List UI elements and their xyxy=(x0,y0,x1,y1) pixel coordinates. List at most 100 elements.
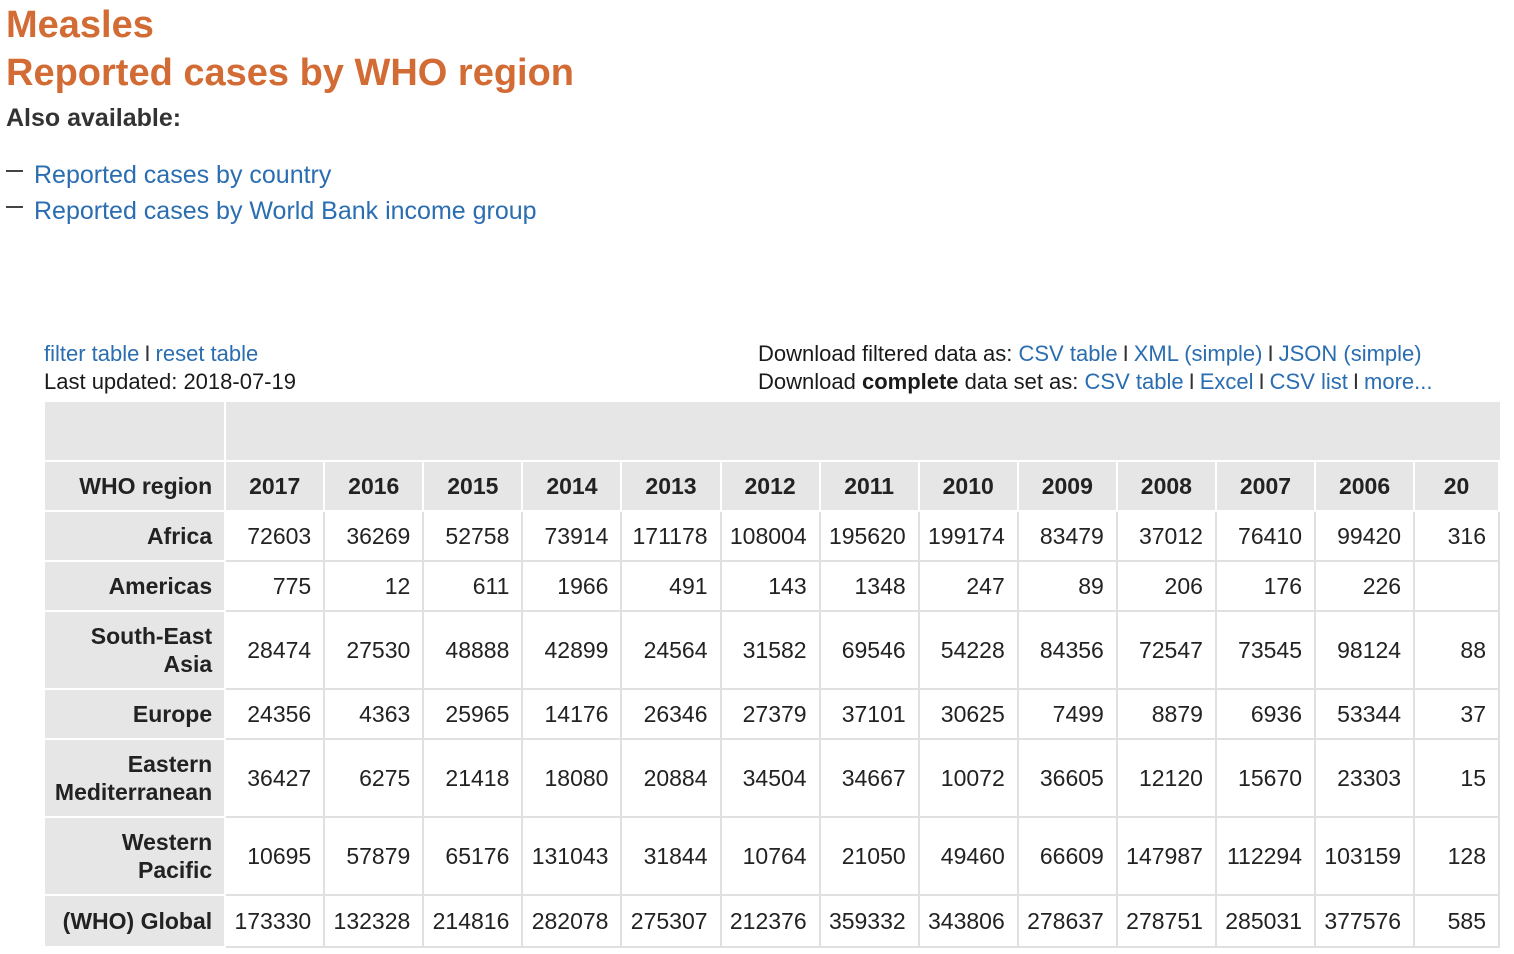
table-cell: 72603 xyxy=(226,512,326,562)
column-header-who-region[interactable]: WHO region xyxy=(45,462,227,512)
table-cell: 14176 xyxy=(523,690,623,740)
row-header-region: Americas xyxy=(45,562,227,612)
column-header-year[interactable]: 2015 xyxy=(424,462,524,512)
separator: I xyxy=(1267,341,1274,366)
reset-table-link[interactable]: reset table xyxy=(155,341,259,366)
table-cell: 76410 xyxy=(1216,512,1316,562)
table-cell: 15 xyxy=(1415,740,1500,818)
row-header-region: Eastern Mediterranean xyxy=(45,740,227,818)
filtered-xml-link[interactable]: XML (simple) xyxy=(1133,341,1263,366)
table-cell: 83479 xyxy=(1018,512,1118,562)
table-band-fill xyxy=(226,402,1500,462)
table-cell: 73914 xyxy=(523,512,623,562)
filter-table-link[interactable]: filter table xyxy=(44,341,140,366)
table-cell: 25965 xyxy=(424,690,524,740)
column-header-year[interactable]: 2006 xyxy=(1316,462,1416,512)
table-header-row: WHO region 2017 2016 2015 2014 2013 2012 2011 20… xyxy=(45,462,1500,512)
table-cell: 611 xyxy=(424,562,524,612)
table-cell: 226 xyxy=(1316,562,1416,612)
link-cases-by-income-group[interactable]: Reported cases by World Bank income grou… xyxy=(34,197,537,225)
download-filtered-label: Download filtered data as: xyxy=(758,341,1013,366)
table-row: Western Pacific 10695 57879 65176 131043 3184… xyxy=(45,818,1500,896)
table-cell: 206 xyxy=(1117,562,1217,612)
table-row: Americas 775 12 611 1966 491 143 1348 247 89 206 17… xyxy=(45,562,1500,612)
table-cell: 73545 xyxy=(1216,612,1316,690)
table-cell: 15670 xyxy=(1216,740,1316,818)
column-header-year[interactable]: 2011 xyxy=(820,462,920,512)
download-complete-prefix: Download xyxy=(758,369,862,394)
table-cell: 36269 xyxy=(325,512,425,562)
table-cell: 37101 xyxy=(820,690,920,740)
table-cell: 176 xyxy=(1216,562,1316,612)
table-cell: 132328 xyxy=(325,896,425,948)
table-cell: 54228 xyxy=(919,612,1019,690)
table-cell: 31582 xyxy=(721,612,821,690)
table-cell: 10072 xyxy=(919,740,1019,818)
table-cell: 36605 xyxy=(1018,740,1118,818)
table-cell: 343806 xyxy=(919,896,1019,948)
filtered-json-link[interactable]: JSON (simple) xyxy=(1278,341,1422,366)
table-cell: 20884 xyxy=(622,740,722,818)
table-cell: 21050 xyxy=(820,818,920,896)
table-cell: 4363 xyxy=(325,690,425,740)
separator: I xyxy=(144,341,151,366)
table-cell: 7499 xyxy=(1018,690,1118,740)
separator: I xyxy=(1258,369,1265,394)
table-cell: 27530 xyxy=(325,612,425,690)
column-header-year[interactable]: 2012 xyxy=(721,462,821,512)
column-header-year[interactable]: 2008 xyxy=(1117,462,1217,512)
table-cell: 10764 xyxy=(721,818,821,896)
table-row: (WHO) Global 173330 132328 214816 282078 2753… xyxy=(45,896,1500,948)
table-cell: 37012 xyxy=(1117,512,1217,562)
column-header-year[interactable]: 2016 xyxy=(325,462,425,512)
table-cell: 66609 xyxy=(1018,818,1118,896)
table-cell: 24356 xyxy=(226,690,326,740)
table-cell: 57879 xyxy=(325,818,425,896)
column-header-year[interactable]: 2007 xyxy=(1216,462,1316,512)
table-cell: 21418 xyxy=(424,740,524,818)
page-title: Measles xyxy=(6,4,154,46)
table-cell: 28474 xyxy=(226,612,326,690)
table-cell: 65176 xyxy=(424,818,524,896)
table-cell: 282078 xyxy=(523,896,623,948)
column-header-year[interactable]: 2017 xyxy=(226,462,326,512)
complete-excel-link[interactable]: Excel xyxy=(1199,369,1254,394)
column-header-year[interactable]: 2009 xyxy=(1018,462,1118,512)
table-cell: 143 xyxy=(721,562,821,612)
column-header-year[interactable]: 20 xyxy=(1415,462,1500,512)
table-cell: 199174 xyxy=(919,512,1019,562)
column-header-year[interactable]: 2014 xyxy=(523,462,623,512)
filtered-csv-table-link[interactable]: CSV table xyxy=(1018,341,1118,366)
table-cell: 89 xyxy=(1018,562,1118,612)
table-row: South-East Asia 28474 27530 48888 42899 24564… xyxy=(45,612,1500,690)
table-cell: 377576 xyxy=(1316,896,1416,948)
table-cell: 247 xyxy=(919,562,1019,612)
more-link[interactable]: more... xyxy=(1364,369,1433,394)
table-cell: 30625 xyxy=(919,690,1019,740)
table-cell: 491 xyxy=(622,562,722,612)
table-cell: 285031 xyxy=(1216,896,1316,948)
column-header-year[interactable]: 2013 xyxy=(622,462,722,512)
data-table-container[interactable]: WHO region 2017 2016 2015 2014 2013 2012 2011 20… xyxy=(45,402,1500,954)
table-cell: 36427 xyxy=(226,740,326,818)
link-cases-by-country[interactable]: Reported cases by country xyxy=(34,161,332,189)
row-header-region: Africa xyxy=(45,512,227,562)
table-cell: 359332 xyxy=(820,896,920,948)
complete-csv-table-link[interactable]: CSV table xyxy=(1084,369,1184,394)
row-header-region: Western Pacific xyxy=(45,818,227,896)
table-cell: 98124 xyxy=(1316,612,1416,690)
table-cell: 195620 xyxy=(820,512,920,562)
row-header-region: (WHO) Global xyxy=(45,896,227,948)
column-header-year[interactable]: 2010 xyxy=(919,462,1019,512)
table-cell: 585 xyxy=(1415,896,1500,948)
table-cell: 128 xyxy=(1415,818,1500,896)
table-cell: 23303 xyxy=(1316,740,1416,818)
complete-csv-list-link[interactable]: CSV list xyxy=(1269,369,1348,394)
table-cell: 48888 xyxy=(424,612,524,690)
page-subtitle: Reported cases by WHO region xyxy=(6,52,575,94)
table-cell: 1348 xyxy=(820,562,920,612)
table-cell: 27379 xyxy=(721,690,821,740)
table-row: Eastern Mediterranean 36427 6275 21418 18080… xyxy=(45,740,1500,818)
